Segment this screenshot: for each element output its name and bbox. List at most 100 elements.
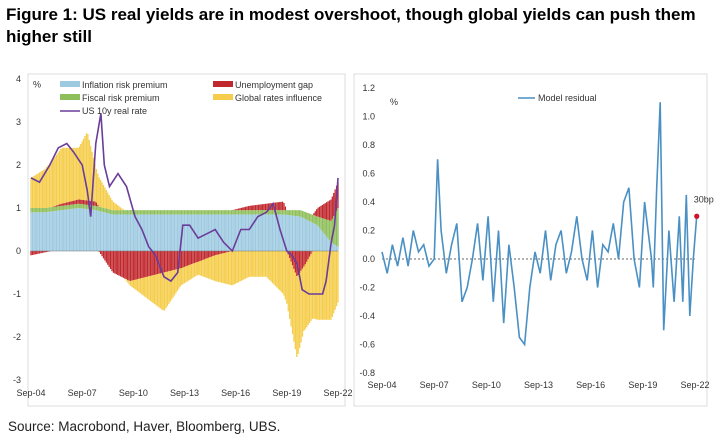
- unemployment-gap-bar: [43, 251, 45, 253]
- inflation-risk-bar: [85, 208, 88, 251]
- inflation-risk-bar: [226, 214, 228, 251]
- fiscal-risk-bar: [77, 203, 79, 209]
- global-rates-bar: [202, 259, 204, 277]
- global-rates-bar: [188, 265, 190, 281]
- inflation-risk-bar: [77, 208, 79, 251]
- inflation-risk-bar: [136, 214, 139, 251]
- fiscal-risk-bar: [189, 210, 191, 215]
- fiscal-risk-bar: [283, 210, 285, 215]
- left-legend-label: Inflation risk premium: [82, 80, 168, 90]
- global-rates-bar: [152, 275, 154, 304]
- unemployment-gap-bar: [308, 251, 311, 257]
- unemployment-gap-bar: [171, 251, 173, 271]
- unemployment-gap-bar: [240, 207, 242, 211]
- unemployment-gap-bar: [182, 251, 184, 268]
- fiscal-risk-bar: [70, 204, 72, 210]
- global-rates-bar: [114, 203, 116, 211]
- inflation-risk-bar: [55, 210, 58, 251]
- inflation-risk-bar: [70, 209, 72, 251]
- inflation-risk-bar: [205, 214, 207, 251]
- global-rates-bar: [101, 182, 103, 208]
- unemployment-gap-bar: [297, 251, 299, 276]
- fiscal-risk-bar: [225, 210, 227, 215]
- global-rates-bar: [144, 277, 146, 297]
- unemployment-gap-bar: [196, 251, 198, 263]
- global-rates-bar: [175, 269, 177, 294]
- right-y-tick-label: 1.2: [362, 83, 375, 93]
- inflation-risk-bar: [171, 214, 173, 251]
- inflation-risk-bar: [84, 208, 86, 251]
- fiscal-risk-bar: [280, 210, 282, 215]
- fiscal-risk-bar: [279, 210, 281, 215]
- unemployment-gap-bar: [242, 207, 244, 211]
- inflation-risk-bar: [172, 214, 174, 251]
- global-rates-bar: [286, 251, 288, 304]
- fiscal-risk-bar: [40, 208, 42, 213]
- left-unit-label: %: [33, 80, 41, 90]
- unemployment-gap-bar: [175, 251, 177, 270]
- unemployment-gap-bar: [163, 251, 166, 273]
- unemployment-gap-bar: [112, 251, 115, 273]
- inflation-risk-bar: [202, 214, 204, 251]
- global-rates-bar: [189, 264, 191, 280]
- unemployment-gap-bar: [128, 251, 130, 281]
- fiscal-risk-bar: [81, 204, 83, 209]
- inflation-risk-bar: [114, 214, 116, 251]
- inflation-risk-bar: [307, 220, 309, 251]
- inflation-risk-bar: [31, 212, 34, 251]
- inflation-risk-bar: [219, 214, 221, 251]
- inflation-risk-bar: [141, 214, 143, 251]
- fiscal-risk-bar: [128, 210, 130, 215]
- right-x-tick-label: Sep-16: [576, 380, 605, 390]
- fiscal-risk-bar: [195, 210, 197, 215]
- fiscal-risk-bar: [169, 210, 171, 215]
- fiscal-risk-bar: [296, 210, 298, 217]
- right-x-tick-label: Sep-13: [524, 380, 553, 390]
- unemployment-gap-bar: [236, 208, 238, 211]
- fiscal-risk-bar: [249, 210, 251, 215]
- inflation-risk-bar: [90, 209, 92, 251]
- unemployment-gap-bar: [70, 201, 72, 205]
- fiscal-risk-bar: [311, 214, 314, 223]
- global-rates-bar: [269, 251, 271, 281]
- fiscal-risk-bar: [105, 208, 107, 213]
- inflation-risk-bar: [162, 214, 164, 251]
- unemployment-gap-bar: [223, 251, 225, 254]
- global-rates-bar: [330, 251, 332, 320]
- unemployment-gap-bar: [237, 208, 240, 211]
- global-rates-bar: [95, 169, 98, 203]
- fiscal-risk-bar: [202, 210, 204, 215]
- global-rates-bar: [301, 268, 304, 337]
- global-rates-bar: [321, 251, 324, 320]
- fiscal-risk-bar: [310, 214, 312, 222]
- fiscal-risk-bar: [146, 210, 149, 215]
- inflation-risk-bar: [158, 214, 160, 251]
- fiscal-risk-bar: [213, 210, 215, 215]
- fiscal-risk-bar: [94, 205, 96, 211]
- inflation-risk-bar: [222, 214, 224, 251]
- global-rates-bar: [280, 251, 282, 292]
- left-x-tick-label: Sep-19: [272, 388, 301, 398]
- unemployment-gap-bar: [235, 209, 237, 211]
- left-y-tick-label: 2: [16, 160, 21, 170]
- global-rates-bar: [247, 251, 250, 278]
- fiscal-risk-bar: [101, 207, 103, 212]
- global-rates-bar: [262, 251, 264, 277]
- fiscal-risk-bar: [254, 210, 257, 215]
- global-rates-bar: [270, 251, 272, 282]
- inflation-risk-bar: [115, 214, 117, 251]
- unemployment-gap-bar: [107, 251, 109, 265]
- global-rates-bar: [72, 147, 75, 201]
- fiscal-risk-bar: [277, 210, 279, 215]
- global-rates-bar: [166, 271, 169, 307]
- left-legend-label: Fiscal risk premium: [82, 93, 160, 103]
- unemployment-gap-bar: [253, 205, 255, 211]
- fiscal-risk-bar: [112, 210, 115, 215]
- inflation-risk-bar: [237, 214, 240, 251]
- global-rates-bar: [136, 279, 139, 292]
- fiscal-risk-bar: [316, 216, 318, 225]
- inflation-risk-bar: [263, 214, 265, 251]
- inflation-risk-bar: [242, 214, 244, 251]
- global-rates-bar: [81, 141, 83, 200]
